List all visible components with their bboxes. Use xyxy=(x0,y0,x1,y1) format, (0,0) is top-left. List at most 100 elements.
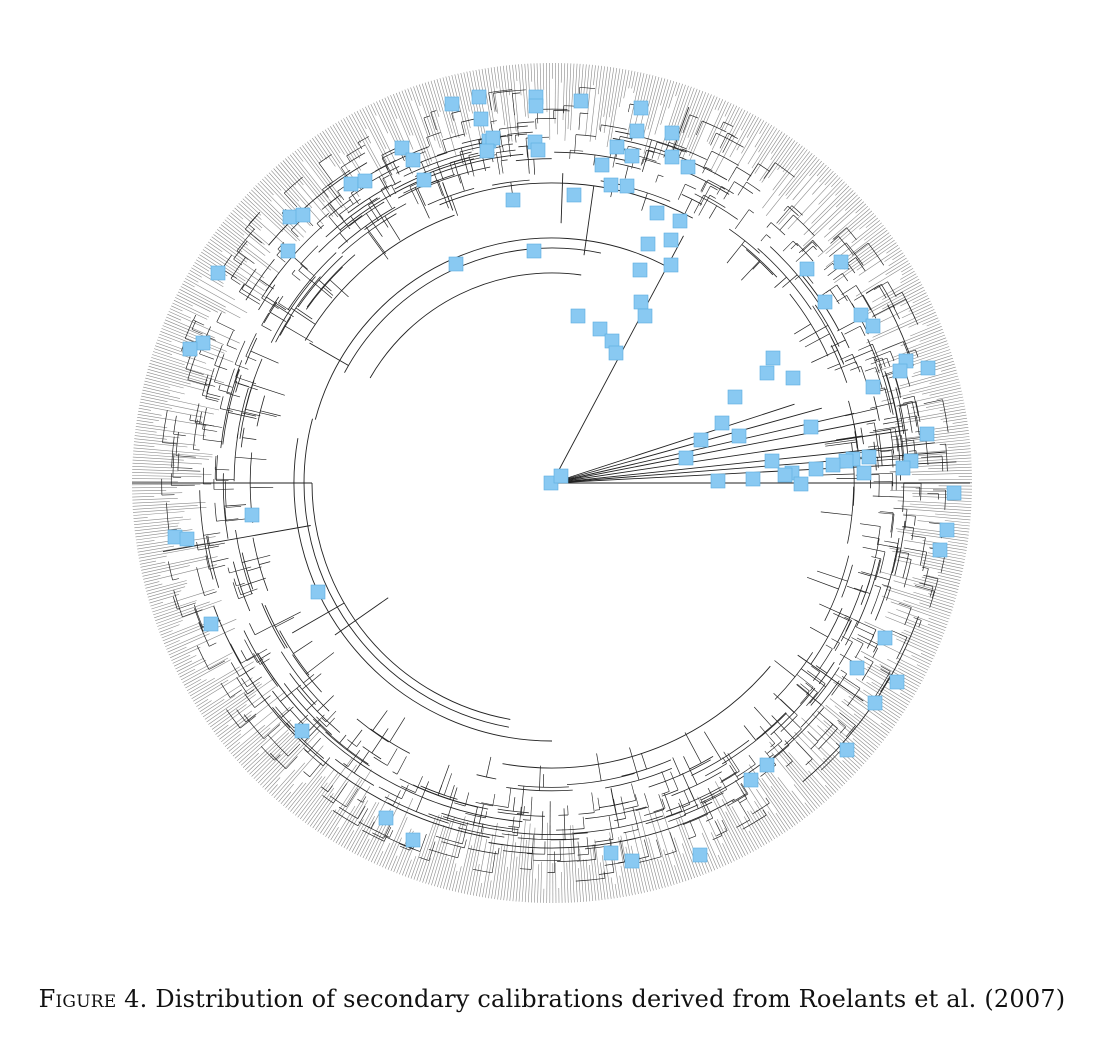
tip-branch xyxy=(496,66,506,126)
tip-branch xyxy=(585,64,593,136)
tip-branch xyxy=(791,790,811,815)
calibration-marker xyxy=(678,450,694,466)
tip-branch xyxy=(600,862,606,900)
subclade-arc xyxy=(774,162,795,178)
subclade-arc xyxy=(859,325,866,337)
tip-branch xyxy=(747,810,768,844)
tip-branch xyxy=(259,180,274,196)
tip-branch xyxy=(623,70,630,99)
tip-branch xyxy=(180,286,241,319)
tip-branch xyxy=(589,864,594,902)
subclade-arc xyxy=(339,198,361,215)
tip-branch xyxy=(579,848,584,902)
subclade-stem xyxy=(492,793,496,806)
tip-branch xyxy=(419,815,443,882)
tip-branch xyxy=(889,547,965,563)
tip-branch xyxy=(269,784,278,794)
tip-branch xyxy=(882,286,924,310)
subclade-stem xyxy=(721,819,728,831)
tip-branch xyxy=(672,849,684,883)
tip-branch xyxy=(673,89,701,159)
tip-branch xyxy=(221,691,286,743)
tip-branch xyxy=(844,234,892,270)
subclade-stem xyxy=(823,263,833,271)
tip-branch xyxy=(937,575,961,581)
subclade-arc xyxy=(245,333,257,357)
tip-branch xyxy=(748,830,760,849)
subclade-stem xyxy=(172,578,180,581)
tip-branch xyxy=(759,136,791,182)
tip-branch xyxy=(750,810,770,843)
subclade-stem xyxy=(569,150,571,159)
tip-branch xyxy=(370,801,401,863)
tip-branch xyxy=(134,432,180,439)
subclade-arc xyxy=(703,194,726,208)
tip-branch xyxy=(351,802,380,853)
subclade-stem xyxy=(704,800,714,819)
subclade-arc xyxy=(931,591,935,599)
clade-stem xyxy=(372,710,388,732)
tip-branch xyxy=(722,843,732,863)
tip-branch xyxy=(304,757,353,823)
tip-branch xyxy=(515,834,522,902)
subclade-arc xyxy=(244,214,258,230)
tip-branch xyxy=(327,127,345,155)
clade-stem xyxy=(816,570,848,582)
clade-stem xyxy=(804,333,830,348)
clade-stem xyxy=(437,785,443,796)
subclade-stem xyxy=(862,546,886,553)
calibration-marker xyxy=(619,178,635,194)
subclade-stem xyxy=(923,399,943,404)
tip-branch xyxy=(901,265,912,273)
calibration-marker xyxy=(295,207,311,223)
subclade-arc xyxy=(711,150,739,166)
tip-branch xyxy=(140,561,166,568)
tip-branch xyxy=(138,410,162,416)
tip-branch xyxy=(171,305,183,312)
calibration-marker xyxy=(759,365,775,381)
tip-branch xyxy=(900,692,912,701)
backbone-branch xyxy=(162,525,311,553)
clade-stem xyxy=(704,731,722,760)
calibration-marker xyxy=(714,415,730,431)
figure-caption-text: Distribution of secondary calibrations d… xyxy=(155,985,1066,1013)
subclade-stem xyxy=(619,839,625,863)
tip-branch xyxy=(560,63,562,83)
calibration-marker xyxy=(505,192,521,208)
tip-branch xyxy=(767,811,783,835)
tip-branch xyxy=(811,185,850,224)
subclade-stem xyxy=(497,847,500,855)
clade-arc xyxy=(261,603,286,649)
subclade-stem xyxy=(209,564,226,570)
tip-branch xyxy=(885,260,909,275)
clade-stem xyxy=(563,808,566,840)
subclade-stem xyxy=(396,756,407,775)
subclade-arc xyxy=(490,120,497,123)
subclade-stem xyxy=(882,372,894,377)
tip-branch xyxy=(829,698,885,741)
calibration-marker xyxy=(609,139,625,155)
clade-stem xyxy=(365,225,386,254)
calibration-marker xyxy=(825,457,841,473)
clade-stem xyxy=(700,181,707,192)
tip-branch xyxy=(901,303,932,319)
subclade-stem xyxy=(234,364,249,370)
subclade-arc xyxy=(875,558,882,581)
figure xyxy=(131,62,973,904)
clade-stem xyxy=(883,416,898,420)
tip-branch xyxy=(521,839,527,902)
tip-branch xyxy=(717,99,724,111)
tip-branch xyxy=(931,357,954,366)
tip-branch xyxy=(859,215,877,230)
subclade-arc xyxy=(235,360,243,378)
subclade-stem xyxy=(209,642,217,647)
subclade-stem xyxy=(850,366,861,371)
tip-branch xyxy=(171,646,201,661)
subclade-stem xyxy=(832,227,847,240)
calibration-marker xyxy=(939,522,955,538)
tip-branch xyxy=(213,234,249,260)
clade-stem xyxy=(844,349,873,362)
backbone-branch xyxy=(560,173,564,224)
tip-branch xyxy=(173,655,197,667)
backbone-arc xyxy=(488,798,735,849)
